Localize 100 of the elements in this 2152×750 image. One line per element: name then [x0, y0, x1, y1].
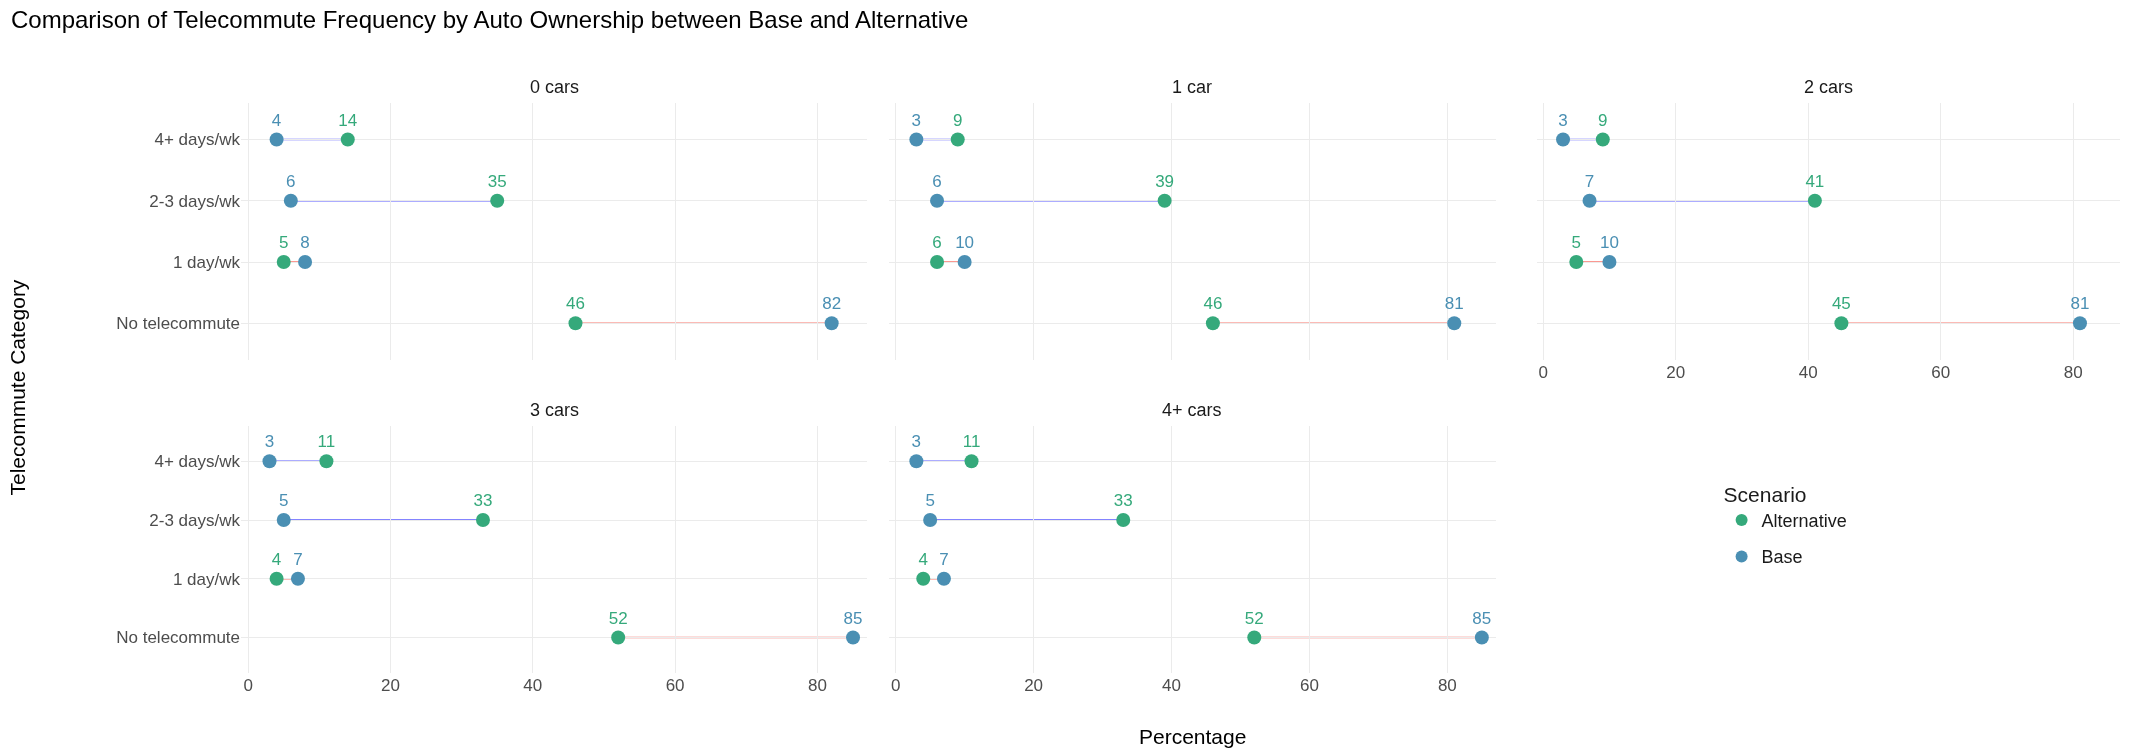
data-label: 52 — [1244, 608, 1264, 628]
data-label: 5 — [278, 233, 289, 252]
point — [1602, 255, 1617, 269]
point — [1157, 193, 1172, 208]
point — [298, 255, 313, 269]
data-label: 7 — [939, 549, 949, 569]
point — [1595, 132, 1610, 147]
y-tick-label: 1 day/wk — [172, 569, 241, 589]
legend-title: Scenario — [1723, 482, 1807, 506]
point — [957, 255, 972, 269]
y-tick-label: 1 day/wk — [172, 252, 241, 272]
point — [276, 255, 291, 269]
data-label: 11 — [962, 432, 981, 452]
point — [1205, 316, 1220, 331]
data-label: 3 — [911, 110, 922, 130]
data-label: 5 — [278, 491, 289, 510]
point — [824, 316, 839, 331]
point — [475, 513, 490, 527]
point — [1582, 193, 1597, 208]
chart-title: 3 cars — [530, 400, 580, 420]
data-label: 35 — [487, 171, 507, 191]
data-label: 85 — [843, 608, 863, 628]
data-label: 82 — [822, 294, 842, 314]
data-label: 4 — [918, 549, 928, 569]
x-tick-label: 60 — [1931, 363, 1951, 382]
y-tick-label: 4+ days/wk — [154, 130, 241, 150]
point — [1834, 316, 1849, 331]
data-label: 11 — [317, 432, 336, 452]
data-label: 81 — [1444, 294, 1464, 314]
x-tick-label: 80 — [807, 675, 827, 695]
data-label: 46 — [566, 294, 585, 314]
data-label: 10 — [955, 233, 975, 252]
point — [262, 454, 277, 469]
data-label: 6 — [932, 233, 942, 252]
chart-title: 2 cars — [1804, 77, 1854, 97]
data-label: 9 — [953, 110, 963, 130]
data-label: 5 — [1571, 233, 1582, 252]
point — [930, 193, 945, 208]
point — [490, 193, 505, 208]
data-label: 4 — [271, 110, 282, 130]
y-tick-label: No telecommute — [116, 314, 241, 334]
data-label: 14 — [338, 110, 358, 130]
chart-title: 0 cars — [530, 77, 580, 97]
data-label: 6 — [286, 171, 296, 191]
data-label: 52 — [608, 608, 628, 628]
data-label: 5 — [925, 491, 935, 510]
data-label: 39 — [1155, 171, 1175, 191]
data-label: 10 — [1599, 233, 1619, 252]
point — [276, 513, 291, 527]
x-tick-label: 0 — [890, 675, 901, 695]
point — [1556, 132, 1571, 147]
point — [2072, 316, 2087, 331]
data-label: 45 — [1831, 294, 1851, 314]
x-tick-label: 80 — [1437, 675, 1457, 695]
point — [269, 132, 284, 147]
data-label: 7 — [1584, 171, 1595, 191]
x-tick-label: 60 — [665, 675, 685, 695]
point — [923, 513, 938, 527]
data-label: 41 — [1805, 171, 1825, 191]
text: Comparison of Telecommute Frequency by Auto Ownership between Base and Alternative — [11, 6, 969, 33]
data-label: 8 — [300, 233, 310, 252]
chart-title: 4+ cars — [1162, 400, 1222, 420]
data-label: 4 — [271, 549, 282, 569]
point — [1247, 630, 1262, 645]
x-tick-label: 20 — [1666, 363, 1686, 382]
data-label: 3 — [911, 432, 922, 452]
x-tick-label: 40 — [1162, 675, 1181, 695]
x-tick-label: 20 — [381, 675, 400, 695]
x-tick-label: 0 — [1538, 363, 1548, 382]
data-label: 81 — [2070, 294, 2090, 314]
data-label: 33 — [1113, 491, 1133, 510]
point — [340, 132, 355, 147]
point — [283, 193, 298, 208]
y-tick-label: No telecommute — [116, 628, 241, 648]
point — [916, 571, 931, 586]
point — [964, 454, 979, 469]
point — [1447, 316, 1462, 331]
point — [909, 132, 924, 147]
data-label: 3 — [1558, 110, 1568, 130]
point — [319, 454, 334, 469]
legend-label: Base — [1761, 547, 1803, 568]
legend-label: Alternative — [1761, 511, 1847, 532]
x-tick-label: 60 — [1299, 675, 1319, 695]
point — [290, 571, 305, 586]
data-label: 85 — [1472, 608, 1492, 628]
point — [930, 255, 945, 269]
x-tick-label: 40 — [523, 675, 543, 695]
point — [950, 132, 965, 147]
data-label: 9 — [1598, 110, 1608, 130]
point — [936, 571, 951, 586]
point — [611, 630, 626, 645]
data-label: 6 — [932, 171, 942, 191]
x-tick-label: 0 — [243, 675, 253, 695]
x-axis-title: Percentage — [1139, 725, 1247, 748]
point — [568, 316, 583, 331]
x-tick-label: 80 — [2063, 363, 2083, 382]
data-label: 46 — [1203, 294, 1223, 314]
y-tick-label: 2-3 days/wk — [149, 191, 241, 211]
data-label: 7 — [293, 549, 303, 569]
x-tick-label: 40 — [1798, 363, 1818, 382]
